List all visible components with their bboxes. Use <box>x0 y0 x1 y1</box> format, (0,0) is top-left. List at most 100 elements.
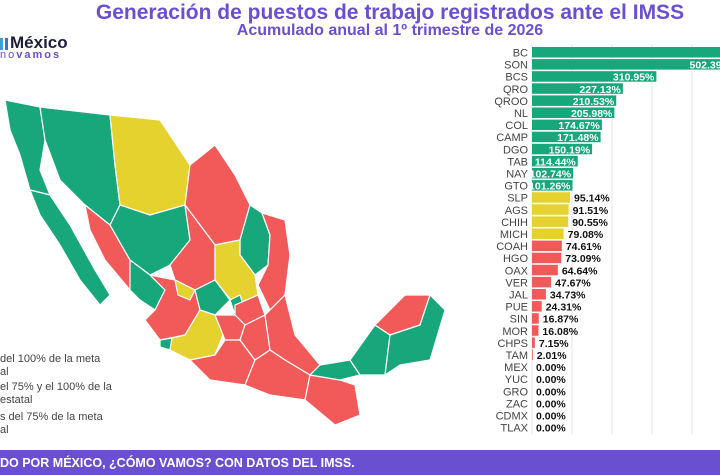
state-qroo <box>384 294 446 376</box>
chart-subtitle: Acumulado anual al 1º trimestre de 2026 <box>236 22 544 39</box>
bar-chps <box>532 337 535 348</box>
category-label: MEX <box>504 362 529 374</box>
bar-qroo <box>532 95 617 106</box>
data-label: 0.00% <box>536 386 566 398</box>
data-label: 0.00% <box>536 398 566 410</box>
data-label: 101.26% <box>529 181 571 193</box>
bar-chart: 0%100%200%300%400%5BC54SON502.39%BCS310.… <box>494 45 720 435</box>
category-label: CHIH <box>501 217 528 229</box>
legend-yellow-line1: el 75% y el 100% de la <box>0 381 112 393</box>
data-label: 205.98% <box>571 108 613 120</box>
data-label: 171.48% <box>557 132 599 144</box>
category-label: ZAC <box>506 398 528 410</box>
bar-pue <box>532 301 542 312</box>
state-ags <box>174 279 196 301</box>
category-label: OAX <box>505 265 529 277</box>
data-label: 2.01% <box>537 350 567 362</box>
data-label: 74.61% <box>566 241 602 253</box>
data-label: 0.00% <box>536 362 566 374</box>
logo-tagline-main: vamos <box>16 49 62 61</box>
bar-gto <box>532 180 573 191</box>
category-label: QROO <box>494 96 528 108</box>
data-label: 95.14% <box>574 193 610 205</box>
data-label: 47.67% <box>555 277 591 289</box>
data-label: 34.73% <box>550 290 586 302</box>
data-label: 7.15% <box>539 338 569 350</box>
legend-green-line2: al <box>0 366 9 378</box>
state-camp <box>349 324 391 376</box>
data-label: 310.95% <box>613 72 655 84</box>
category-label: CHPS <box>497 338 528 350</box>
category-label: GTO <box>504 181 528 193</box>
category-label: VER <box>505 277 528 289</box>
mexico-map <box>4 99 446 426</box>
state-chih <box>109 114 191 216</box>
legend-item-yellow: el 75% y el 100% de la estatal <box>0 381 140 407</box>
footer-source: DO POR MÉXICO, ¿CÓMO VAMOS? CON DATOS DE… <box>0 450 720 475</box>
bar-bcs <box>532 71 657 82</box>
category-label: TAB <box>507 156 528 168</box>
bar-mich <box>532 228 564 239</box>
bar-bc <box>532 47 720 58</box>
category-label: COAH <box>496 241 528 253</box>
state-chps <box>304 374 361 426</box>
bar-dgo <box>532 143 593 155</box>
logo-tagline-prefix: no <box>0 49 17 61</box>
category-label: BCS <box>505 72 528 84</box>
bar-hgo <box>532 252 562 264</box>
bar-mor <box>532 325 539 336</box>
data-label: 16.87% <box>543 314 579 326</box>
state-gto <box>194 279 231 316</box>
bar-jal <box>532 289 546 300</box>
bar-tam <box>532 349 533 360</box>
legend-red-line2: al <box>0 424 9 436</box>
data-label: 210.53% <box>573 96 615 108</box>
data-label: 73.09% <box>565 253 601 265</box>
data-label: 150.19% <box>549 144 591 156</box>
bar-nl <box>532 107 615 118</box>
bar-coah <box>532 240 562 252</box>
data-label: 102.74% <box>530 169 572 181</box>
bar-tab <box>532 155 578 167</box>
data-label: 114.44% <box>535 156 577 168</box>
bar-ver <box>532 276 552 288</box>
bar-oax <box>532 264 558 276</box>
category-label: HGO <box>503 253 529 265</box>
category-label: CAMP <box>496 132 528 144</box>
legend-red-line1: s del 75% de la meta <box>0 411 103 423</box>
category-label: CDMX <box>496 411 529 423</box>
category-label: PUE <box>505 302 528 314</box>
bar-chih <box>532 216 569 227</box>
data-label: 90.55% <box>572 217 608 229</box>
bar-camp <box>532 131 601 143</box>
category-label: TLAX <box>500 423 528 435</box>
bar-son <box>532 59 720 70</box>
legend-green-line1: del 100% de la meta <box>0 353 101 365</box>
category-label: NAY <box>506 169 528 181</box>
category-label: DGO <box>503 144 529 156</box>
legend-yellow-line2: estatal <box>0 394 33 406</box>
state-tab <box>309 359 361 381</box>
category-label: SIN <box>510 314 528 326</box>
data-label: 502.39% <box>690 60 720 72</box>
data-label: 79.08% <box>568 229 604 241</box>
data-label: 0.00% <box>536 411 566 423</box>
data-label: 64.64% <box>562 265 598 277</box>
category-label: GRO <box>503 386 529 398</box>
category-label: SLP <box>507 193 528 205</box>
state-bcs <box>29 189 111 306</box>
category-label: BC <box>513 48 528 60</box>
category-label: NL <box>514 108 528 120</box>
category-label: AGS <box>505 205 528 217</box>
category-label: YUC <box>505 374 528 386</box>
category-label: MICH <box>500 229 528 241</box>
bar-slp <box>532 192 571 203</box>
category-label: MOR <box>502 326 528 338</box>
bar-nay <box>532 168 574 179</box>
bar-ags <box>532 204 569 215</box>
data-label: 0.00% <box>536 423 566 435</box>
category-label: SON <box>504 60 528 72</box>
category-label: COL <box>505 120 528 132</box>
category-label: QRO <box>503 84 529 96</box>
bar-sin <box>532 313 539 324</box>
